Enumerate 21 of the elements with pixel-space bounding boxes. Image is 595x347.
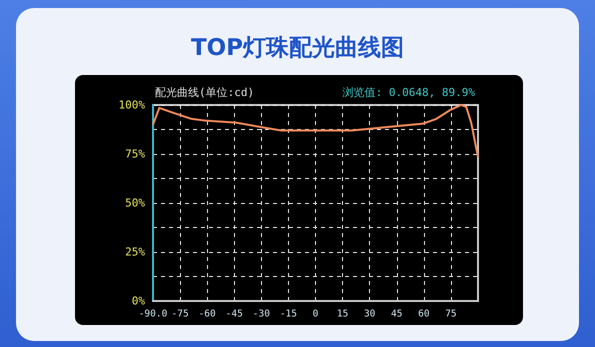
chart-subtitle: 配光曲线(单位:cd) [155, 85, 254, 100]
y-tick-label: 50% [125, 196, 146, 210]
x-tick-label: -45 [226, 308, 243, 320]
y-tick-label: 75% [125, 148, 146, 160]
x-tick-label: -15 [280, 308, 298, 320]
x-tick-label: 15 [336, 308, 348, 320]
x-tick-label: -75 [171, 308, 189, 320]
x-tick-label: 30 [364, 308, 376, 320]
y-tick-label: 0% [132, 294, 146, 308]
text: 浏览值: 0.0648, 89.9% [342, 85, 475, 100]
x-tick-label: -60 [198, 308, 216, 320]
y-tick-label: 100% [118, 98, 146, 112]
chart-title: TOP灯珠配光曲线图 [190, 34, 406, 63]
line-series [152, 104, 479, 158]
x-tick-label: -30 [252, 308, 270, 320]
x-tick-label: 45 [391, 308, 402, 320]
x-tick-label: -90.0 [138, 308, 168, 320]
x-tick-label: 0 [312, 308, 319, 320]
x-tick-label: 75 [445, 308, 457, 320]
y-tick-label: 25% [125, 246, 146, 258]
x-tick-label: 60 [418, 308, 430, 320]
